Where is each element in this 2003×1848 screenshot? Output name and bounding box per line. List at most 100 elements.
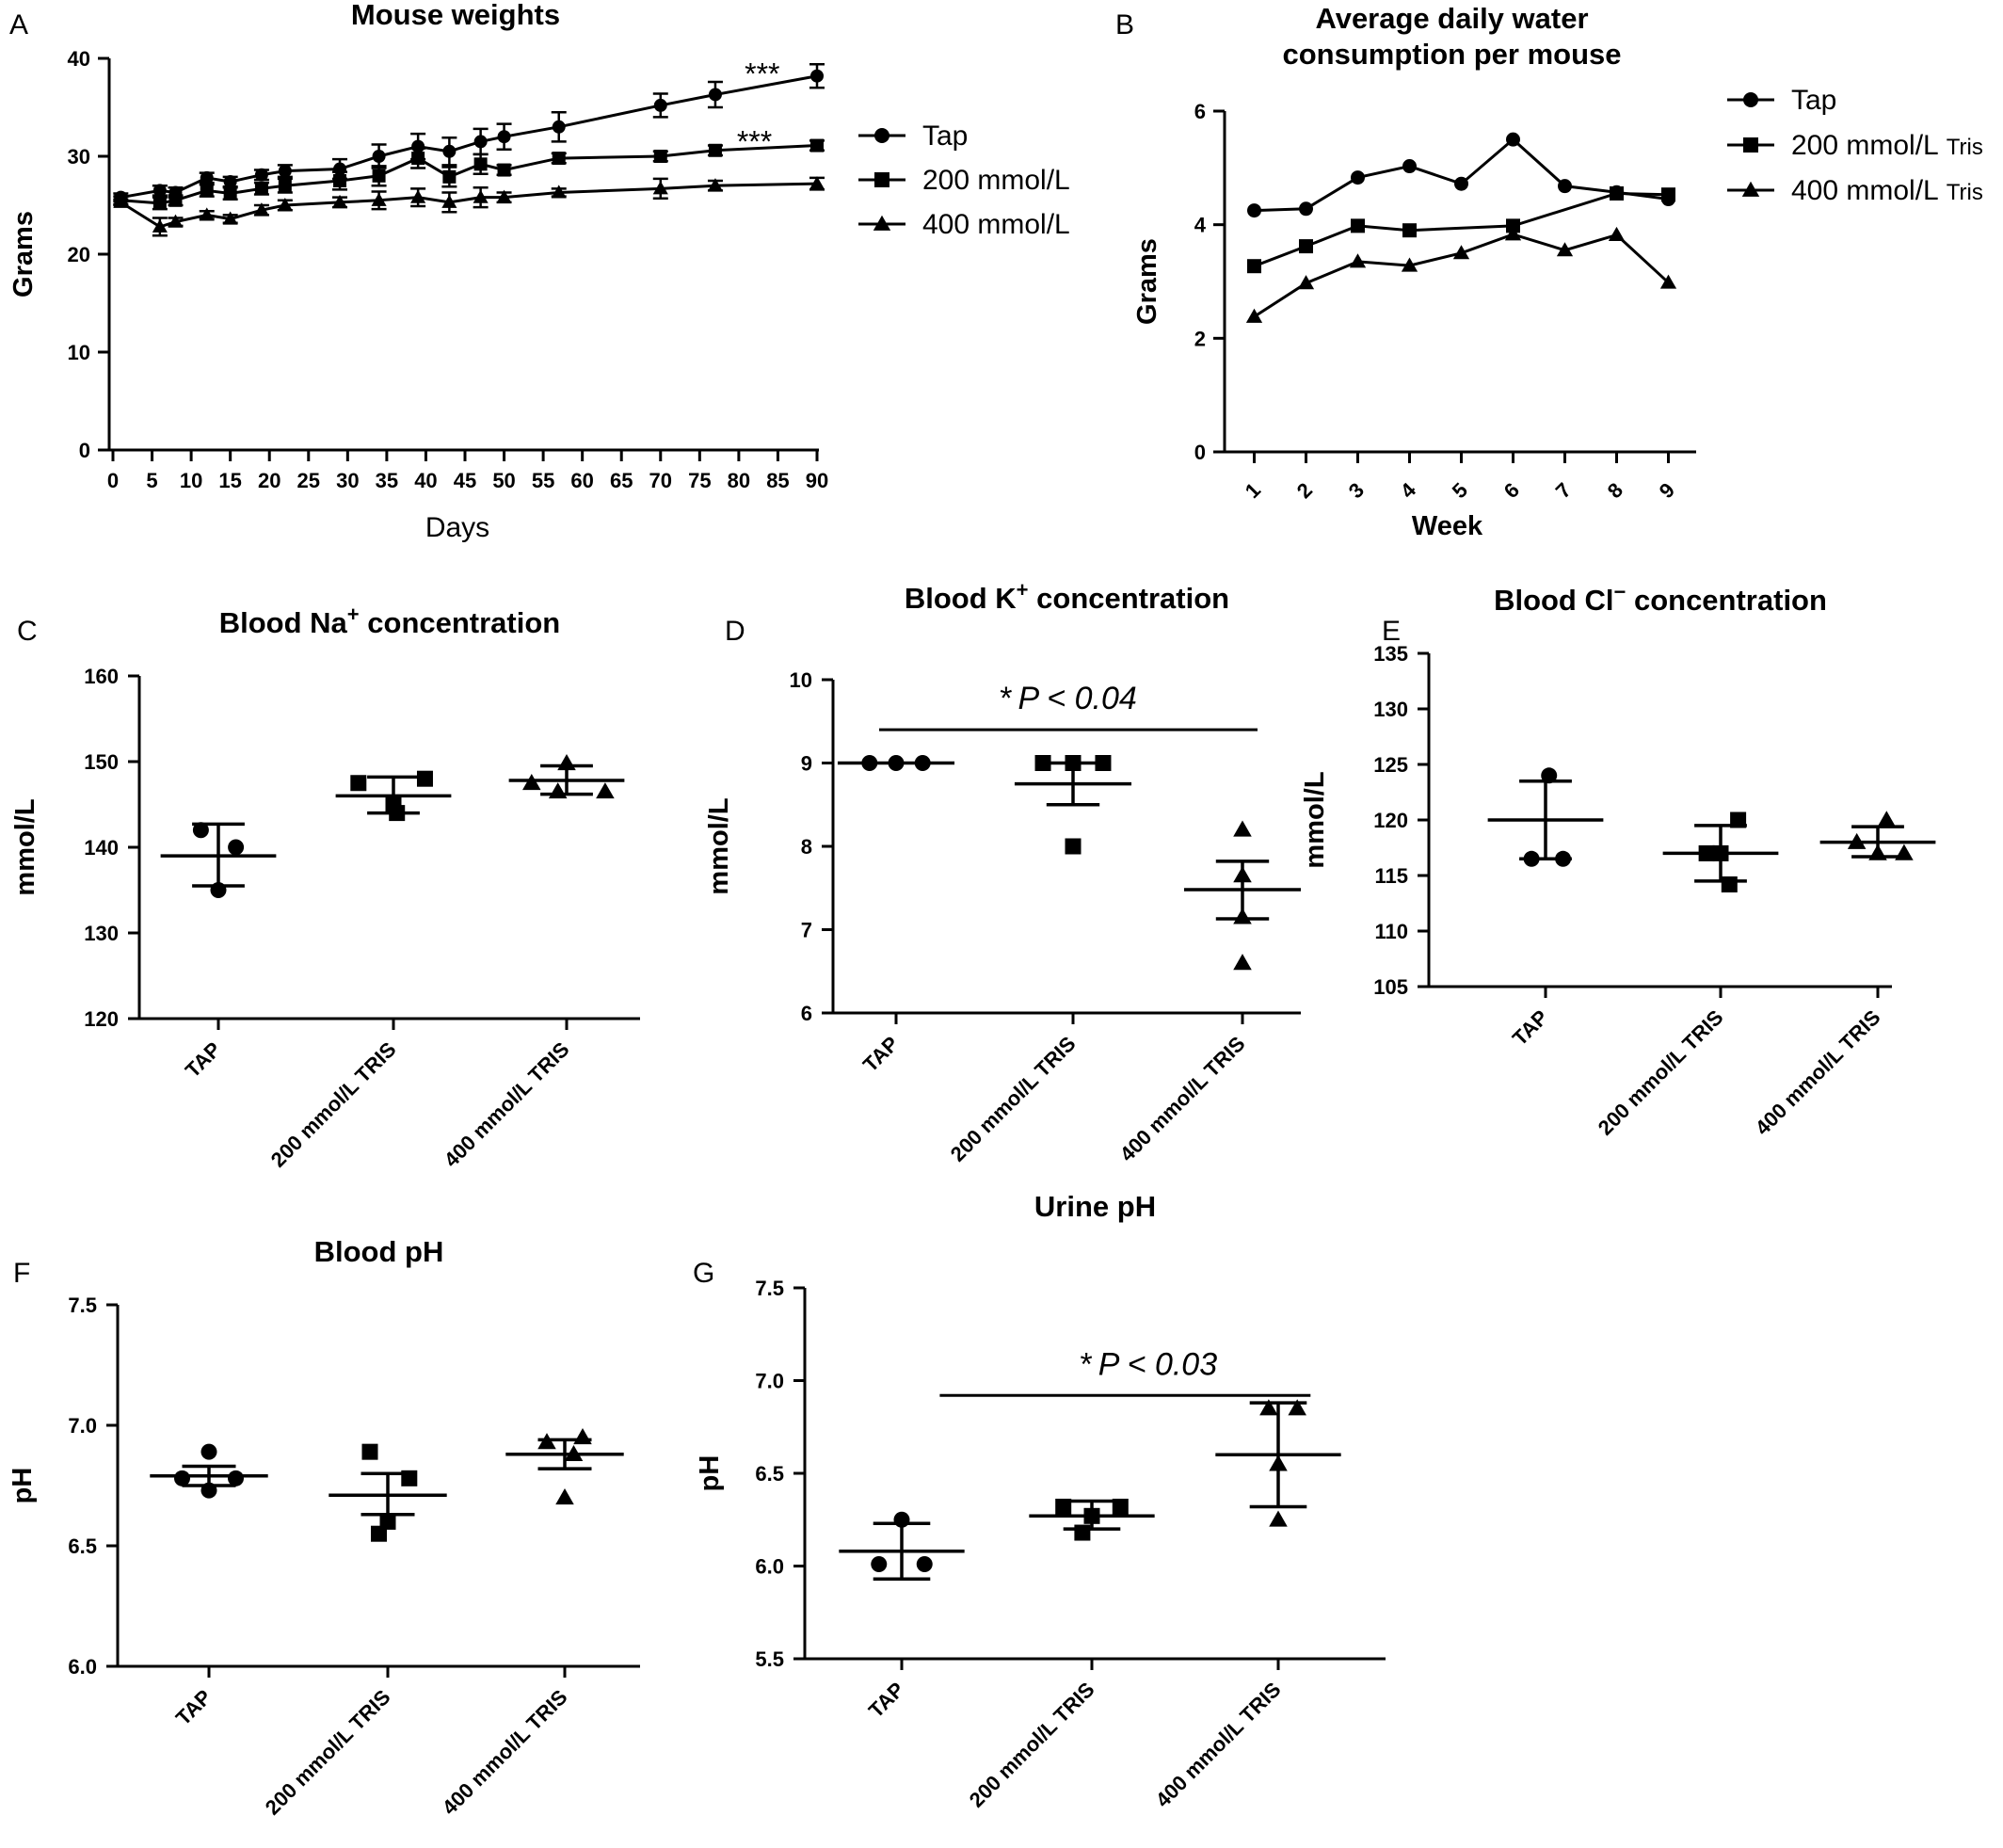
data-point — [1247, 203, 1261, 218]
chart-title-superscript: − — [1613, 580, 1626, 603]
group-1 — [150, 1443, 268, 1499]
group-3 — [1215, 1399, 1341, 1527]
series-2: *** — [113, 124, 825, 211]
data-point — [192, 822, 209, 839]
data-point — [551, 185, 567, 199]
data-point — [1065, 838, 1082, 855]
y-tick-label: 40 — [68, 47, 90, 71]
x-tick-label: TAP — [1508, 1005, 1553, 1051]
group-2 — [1662, 812, 1779, 892]
series-line — [1254, 137, 1669, 213]
panel-e: E Blood Cl− concentration 105 110 115 120 125 1… — [1300, 580, 1936, 1140]
data-point — [1245, 308, 1263, 323]
panel-letter: E — [1382, 616, 1401, 647]
chart-title-main: Blood Cl — [1494, 584, 1613, 617]
panel-a: A Mouse weights 0 10 20 30 40 0 5 10 15 20 25 30 35 40 4… — [8, 0, 1070, 543]
panel-g: G Urine pH 5.5 6.0 6.5 7.0 7.5 pH TAP 200 mmol/L … — [693, 1190, 1386, 1812]
legend-label: 400 mmol/L Tris — [1791, 175, 1983, 206]
data-point — [1299, 239, 1313, 254]
data-point — [1095, 755, 1112, 771]
y-tick-label: 130 — [1373, 698, 1408, 721]
data-point — [1349, 253, 1367, 268]
data-point — [442, 169, 457, 184]
data-point — [1661, 187, 1675, 202]
significance-text: P < 0.04 — [1018, 681, 1136, 716]
data-point — [350, 775, 367, 792]
chart-title-main: Blood K — [905, 582, 1017, 615]
data-point — [916, 1556, 933, 1573]
x-tick-label: 75 — [688, 469, 711, 492]
x-tick-label: 80 — [728, 469, 750, 492]
x-tick-label: 4 — [1396, 477, 1421, 503]
panel-d: D Blood K+ concentration 6 7 8 9 10 mmol/L TAP 20… — [704, 578, 1302, 1166]
panel-letter: B — [1115, 9, 1134, 40]
x-tick-label: 45 — [454, 469, 476, 492]
x-tick-label: TAP — [181, 1037, 226, 1083]
data-point — [871, 1556, 888, 1573]
x-tick-label: 1 — [1241, 478, 1265, 503]
chart-title-line: consumption per mouse — [1283, 38, 1622, 71]
x-tick-label: TAP — [864, 1678, 909, 1723]
significance-star: * — [1000, 681, 1012, 716]
data-point — [278, 164, 292, 178]
data-point — [548, 782, 568, 799]
data-point — [1297, 275, 1315, 290]
legend-marker — [1741, 181, 1760, 197]
chart-title: Average daily water consumption per mouse — [1283, 2, 1622, 71]
data-point — [1402, 223, 1417, 238]
data-point — [223, 186, 237, 201]
data-point — [228, 839, 245, 856]
legend-marker — [1743, 137, 1758, 153]
y-axis-label: pH — [8, 1468, 38, 1504]
group-1 — [837, 755, 955, 771]
data-point — [555, 1488, 574, 1505]
chart-title-rest: concentration — [1029, 582, 1230, 615]
data-point — [1074, 1524, 1091, 1541]
x-tick-label: 35 — [376, 469, 398, 492]
y-axis-label: mmol/L — [1300, 771, 1330, 868]
legend: Tap 200 mmol/L 400 mmol/L — [858, 121, 1070, 240]
group-3 — [505, 1428, 624, 1505]
series-3 — [113, 176, 825, 237]
y-axis-label: mmol/L — [704, 797, 734, 894]
data-point — [809, 176, 825, 190]
y-tick-label: 7 — [801, 919, 812, 942]
panel-letter: G — [693, 1258, 714, 1289]
x-tick-label: 5 — [146, 469, 157, 492]
panel-letter: F — [13, 1258, 30, 1289]
y-tick-label: 120 — [84, 1007, 119, 1031]
significance-label: * P < 0.04 — [1000, 681, 1137, 716]
x-tick-label: 2 — [1292, 478, 1317, 503]
data-point — [1877, 811, 1897, 828]
data-point — [411, 152, 425, 166]
group-2 — [1014, 755, 1132, 855]
data-point — [1608, 226, 1626, 241]
data-point — [1401, 257, 1418, 272]
data-point — [1506, 218, 1520, 233]
y-tick-label: 6 — [801, 1002, 812, 1025]
data-point — [1610, 185, 1624, 201]
y-tick-label: 0 — [79, 439, 90, 462]
data-point — [496, 189, 512, 203]
y-tick-label: 115 — [1375, 864, 1409, 888]
y-tick-label: 0 — [1194, 441, 1206, 464]
significance-star: * — [1081, 1346, 1093, 1382]
x-tick-label: 8 — [1603, 478, 1627, 503]
x-tick-label: 50 — [492, 469, 515, 492]
legend-marker — [874, 172, 889, 187]
group-2 — [335, 770, 452, 822]
data-point — [416, 770, 433, 787]
y-axis-label: Grams — [8, 211, 39, 297]
data-point — [473, 135, 488, 149]
data-point — [1259, 1399, 1278, 1416]
x-tick-label: 7 — [1551, 478, 1576, 503]
x-tick-label: TAP — [858, 1032, 904, 1077]
data-point — [573, 1428, 592, 1445]
data-point — [199, 207, 215, 221]
data-point — [1269, 1510, 1288, 1527]
series-2 — [1247, 185, 1675, 274]
y-tick-label: 5.5 — [755, 1647, 784, 1671]
x-tick-label: 70 — [649, 469, 672, 492]
y-tick-label: 120 — [1373, 809, 1408, 832]
x-tick-label: 200 mmol/L TRIS — [946, 1032, 1081, 1166]
